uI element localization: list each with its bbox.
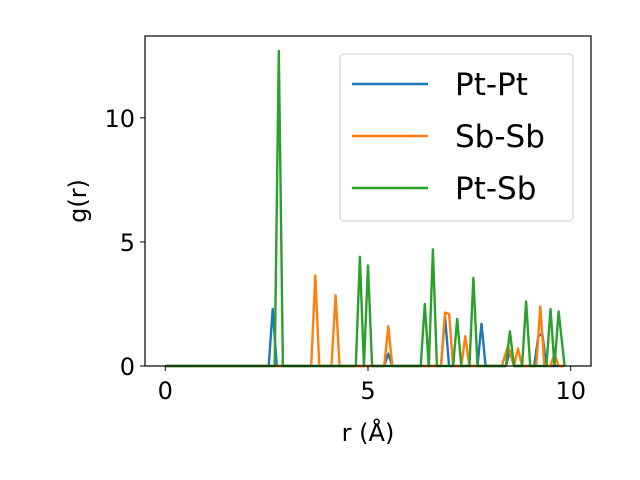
legend-box <box>339 53 574 222</box>
legend-label-pt-sb: Pt-Sb <box>455 171 536 207</box>
y-tick-label: 0 <box>120 353 135 381</box>
x-tick-label: 0 <box>158 377 173 405</box>
x-tick-label: 10 <box>555 377 586 405</box>
y-tick-label: 10 <box>104 105 135 133</box>
x-axis-ticks: 0 5 10 <box>158 366 586 405</box>
legend-label-sb-sb: Sb-Sb <box>455 119 545 155</box>
x-axis-label: r (Å) <box>342 418 395 447</box>
y-axis-label: g(r) <box>64 179 92 223</box>
y-tick-label: 5 <box>120 229 135 257</box>
y-axis-ticks: 0 5 10 <box>104 105 145 381</box>
legend-label-pt-pt: Pt-Pt <box>455 67 528 103</box>
x-tick-label: 5 <box>360 377 375 405</box>
legend: Pt-Pt Sb-Sb Pt-Sb <box>339 53 574 222</box>
